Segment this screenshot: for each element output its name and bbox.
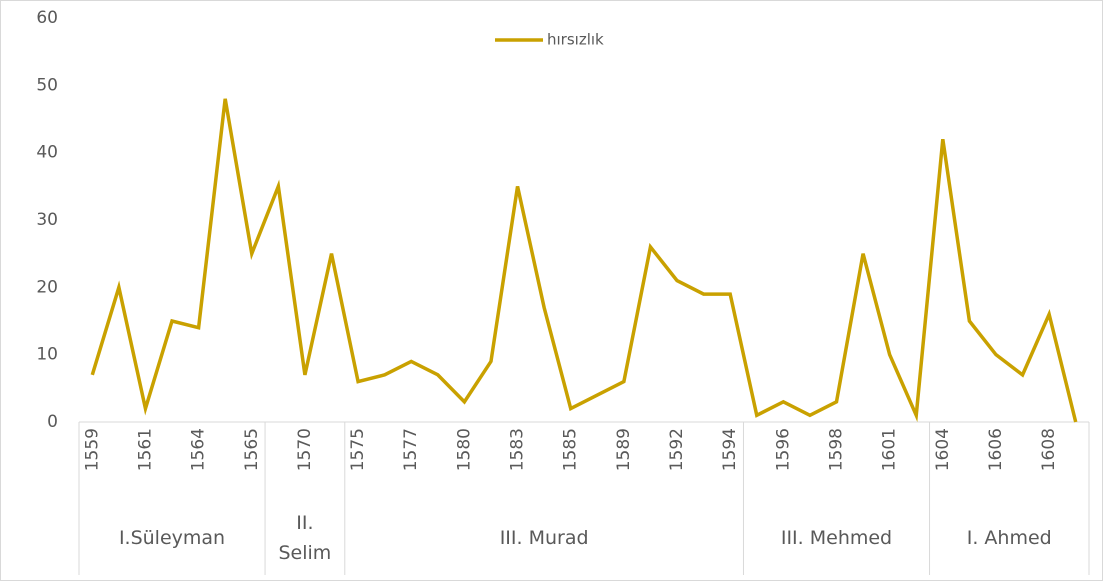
x-tick-label: 1594 (720, 428, 740, 471)
group-label: I. Ahmed (966, 526, 1052, 549)
y-tick-label: 50 (36, 75, 58, 95)
y-tick-label: 0 (47, 412, 58, 432)
y-tick-label: 40 (36, 143, 58, 163)
group-label: III. Mehmed (780, 526, 893, 549)
x-tick-label: 1575 (348, 428, 368, 471)
group-label: III. Murad (499, 526, 589, 549)
y-tick-label: 20 (36, 277, 58, 297)
group-label: I.Süleyman (118, 526, 226, 549)
x-tick-label: 1608 (1039, 428, 1059, 471)
legend-label: hırsızlık (547, 31, 604, 49)
group-label: II. Selim (278, 511, 332, 564)
x-tick-label: 1589 (614, 428, 634, 471)
y-tick-label: 60 (36, 8, 58, 28)
y-tick-label: 30 (36, 210, 58, 230)
x-tick-label: 1580 (454, 428, 474, 471)
x-tick-label: 1570 (295, 428, 315, 471)
x-tick-label: 1561 (135, 428, 155, 471)
x-tick-label: 1604 (933, 428, 953, 471)
x-tick-label: 1565 (242, 428, 262, 471)
x-tick-label: 1585 (561, 428, 581, 471)
x-tick-label: 1596 (773, 428, 793, 471)
x-tick-label: 1598 (827, 428, 847, 471)
y-tick-label: 10 (36, 345, 58, 365)
x-tick-label: 1559 (82, 428, 102, 471)
x-tick-label: 1601 (880, 428, 900, 471)
x-tick-label: 1564 (189, 428, 209, 471)
x-tick-label: 1577 (401, 428, 421, 471)
x-tick-label: 1592 (667, 428, 687, 471)
series-line (90, 98, 1078, 423)
x-tick-label: 1583 (508, 428, 528, 471)
x-tick-label: 1606 (986, 428, 1006, 471)
